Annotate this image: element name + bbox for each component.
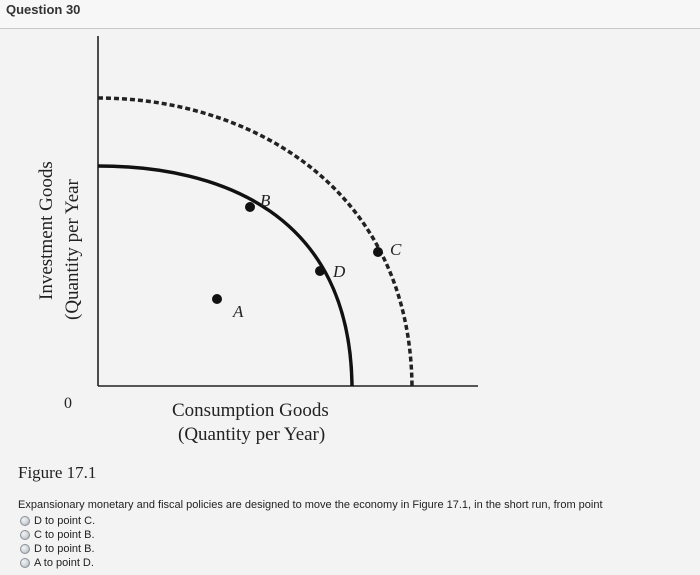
answer-option-3[interactable]: D to point B. bbox=[20, 542, 95, 556]
origin-label: 0 bbox=[64, 395, 72, 412]
point-c-dot bbox=[373, 247, 383, 257]
answer-option-4[interactable]: A to point D. bbox=[20, 556, 95, 570]
y-axis-label-line2: (Quantity per Year bbox=[62, 178, 83, 320]
point-b-label: B bbox=[260, 191, 271, 210]
answer-label: D to point B. bbox=[34, 543, 95, 555]
x-axis-label-line2: (Quantity per Year) bbox=[178, 424, 325, 445]
point-c-label: C bbox=[390, 240, 402, 259]
answer-options: D to point C. C to point B. D to point B… bbox=[20, 514, 95, 570]
radio-button-icon[interactable] bbox=[20, 544, 30, 554]
question-header: Question 30 bbox=[0, 0, 700, 29]
answer-option-1[interactable]: D to point C. bbox=[20, 514, 95, 528]
radio-button-icon[interactable] bbox=[20, 516, 30, 526]
radio-button-icon[interactable] bbox=[20, 558, 30, 568]
answer-option-2[interactable]: C to point B. bbox=[20, 528, 95, 542]
question-title: Question 30 bbox=[6, 2, 81, 17]
answer-label: D to point C. bbox=[34, 515, 96, 527]
figure-caption: Figure 17.1 bbox=[18, 463, 97, 482]
answer-label: A to point D. bbox=[34, 557, 94, 569]
point-d-dot bbox=[315, 266, 325, 276]
point-b-dot bbox=[245, 202, 255, 212]
point-a-label: A bbox=[232, 302, 244, 321]
point-d-label: D bbox=[332, 262, 346, 281]
radio-button-icon[interactable] bbox=[20, 530, 30, 540]
x-axis-label-line1: Consumption Goods bbox=[172, 400, 329, 421]
ppf-curve-outer-dashed bbox=[97, 96, 414, 387]
point-a-dot bbox=[212, 294, 222, 304]
answer-label: C to point B. bbox=[34, 529, 95, 541]
question-prompt: Expansionary monetary and fiscal policie… bbox=[18, 499, 603, 511]
ppf-curve-inner-solid bbox=[97, 164, 354, 387]
figure-17-1: A B C D 0 Consumption Goods (Quantity pe… bbox=[36, 36, 478, 445]
y-axis-label-line1: Investment Goods bbox=[36, 161, 57, 300]
